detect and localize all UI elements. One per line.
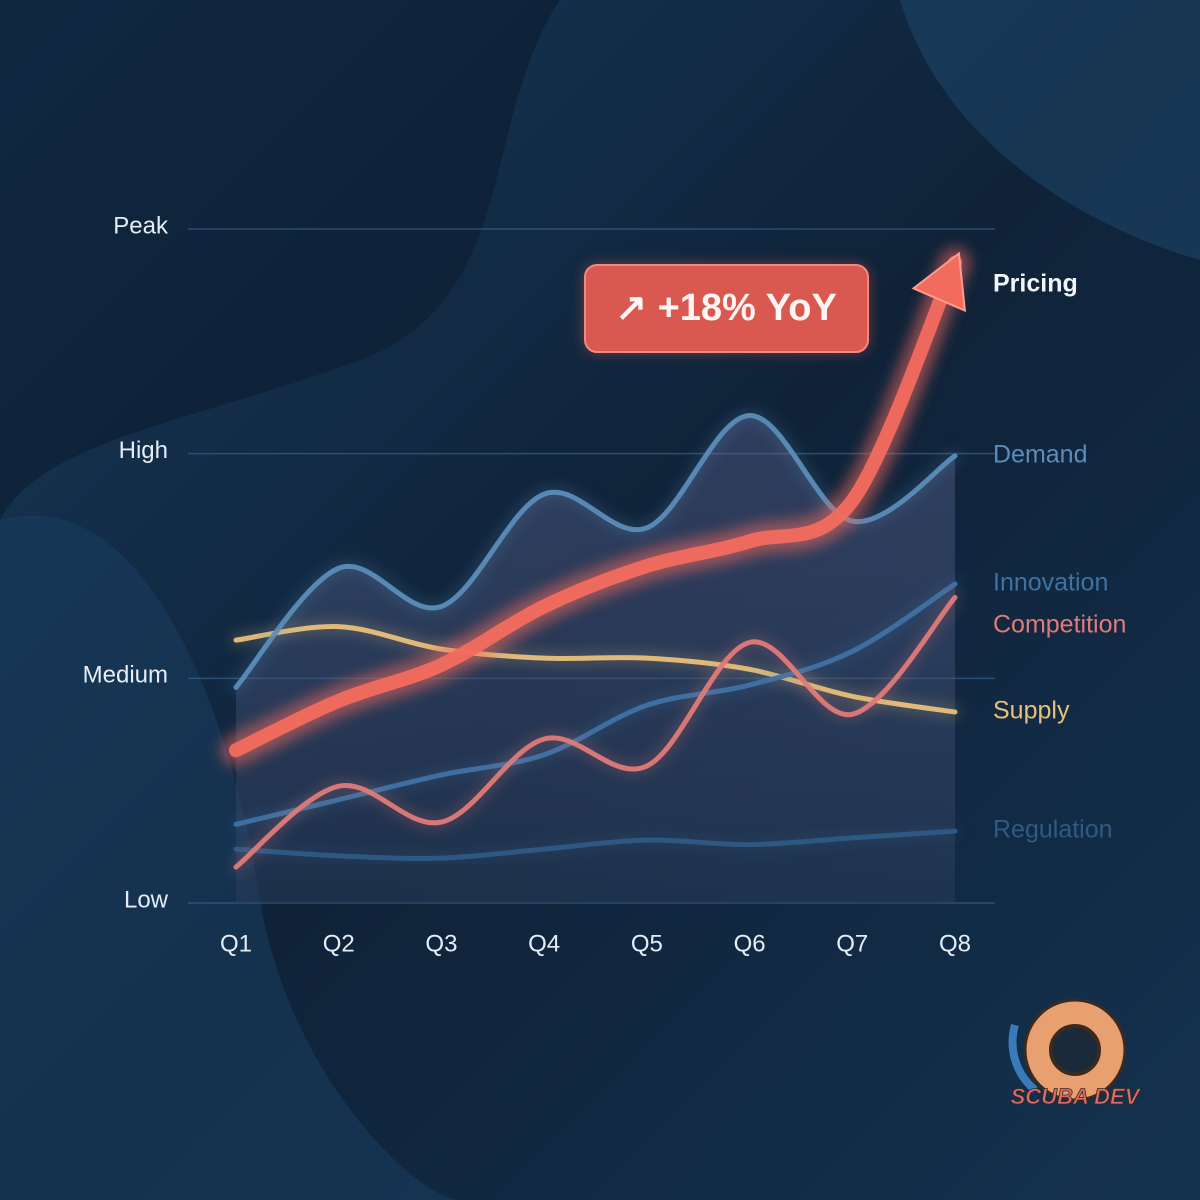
- series-line: [233, 594, 958, 870]
- legend-label: Regulation: [993, 816, 1113, 844]
- series-line: [233, 828, 958, 861]
- x-tick-label: Q5: [631, 930, 663, 957]
- bg-shape: [0, 0, 560, 520]
- legend-label: Innovation: [993, 569, 1108, 597]
- y-tick-label: Peak: [113, 212, 169, 239]
- annotation: ↗ +18% YoY: [615, 287, 837, 329]
- legend-label: Competition: [993, 611, 1126, 639]
- x-tick-label: Q2: [323, 930, 355, 957]
- legend-label: Supply: [993, 697, 1070, 725]
- x-tick-label: Q8: [939, 930, 971, 957]
- bg-shape: [900, 0, 1200, 260]
- y-tick-label: High: [119, 437, 168, 464]
- bg-shape: [0, 515, 460, 1200]
- annotation-box: [584, 264, 869, 353]
- logo-window: [1049, 1024, 1101, 1076]
- x-tick-label: Q6: [734, 930, 766, 957]
- x-tick-label: Q1: [220, 930, 252, 957]
- series-line: [229, 255, 962, 758]
- x-tick-label: Q3: [425, 930, 457, 957]
- x-tick-label: Q4: [528, 930, 560, 957]
- logo-text: SCUBA DEV: [1011, 1084, 1142, 1109]
- arrow-head: [911, 251, 967, 313]
- series-line: [233, 581, 958, 827]
- x-tick-label: Q7: [836, 930, 868, 957]
- logo: SCUBA DEV: [1008, 998, 1142, 1109]
- y-tick-label: Medium: [83, 662, 168, 689]
- series-line: [233, 624, 958, 715]
- legend-label: Pricing: [993, 269, 1078, 297]
- logo-hose: [1008, 1023, 1038, 1094]
- y-tick-label: Low: [124, 886, 169, 913]
- legend-label: Demand: [993, 441, 1088, 469]
